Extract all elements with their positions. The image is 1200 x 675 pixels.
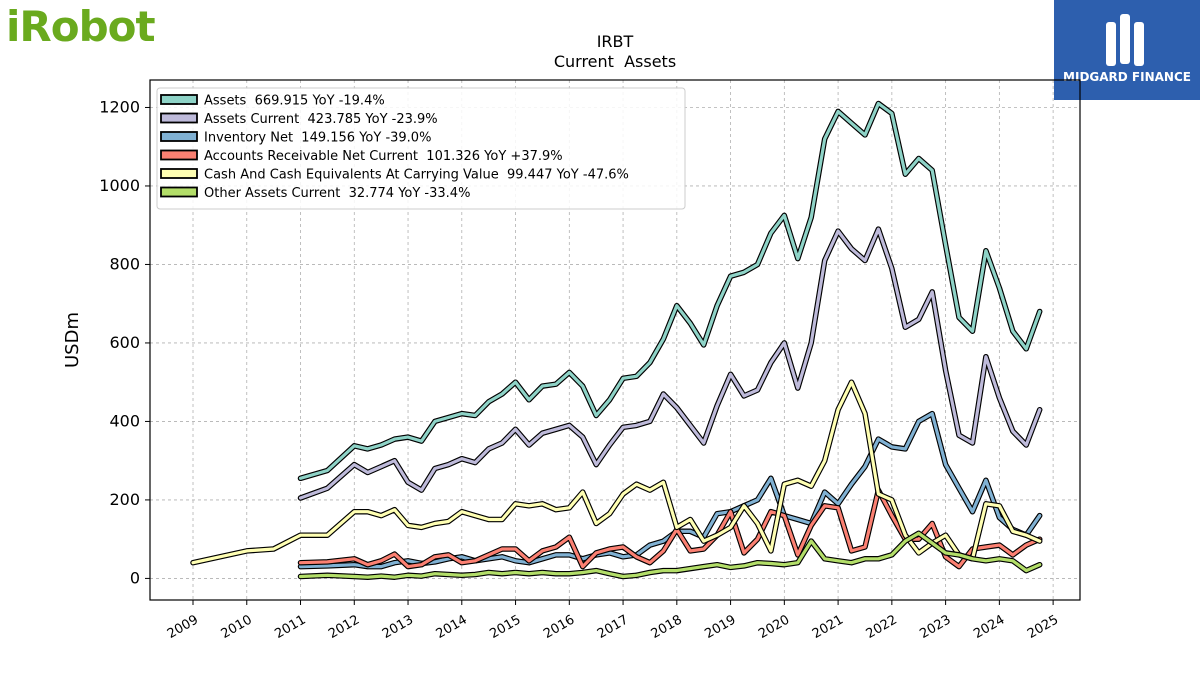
legend-label: Assets Current 423.785 YoY -23.9% bbox=[204, 112, 438, 127]
x-tick-label: 2011 bbox=[272, 612, 308, 642]
legend-label: Assets 669.915 YoY -19.4% bbox=[204, 94, 385, 109]
midgard-finance-label: MIDGARD FINANCE bbox=[1063, 70, 1191, 84]
legend-label: Accounts Receivable Net Current 101.326 … bbox=[204, 149, 563, 164]
series-outline-1 bbox=[297, 226, 1043, 501]
x-tick-label: 2021 bbox=[810, 612, 846, 642]
x-tick-label: 2016 bbox=[541, 612, 577, 642]
x-tick-label: 2018 bbox=[649, 612, 685, 642]
x-tick-label: 2013 bbox=[380, 612, 416, 642]
company-logo-text: iRobot bbox=[6, 2, 156, 51]
legend-label: Cash And Cash Equivalents At Carrying Va… bbox=[204, 168, 629, 183]
legend-label: Inventory Net 149.156 YoY -39.0% bbox=[204, 131, 431, 146]
series-lines bbox=[190, 100, 1043, 580]
legend-label: Other Assets Current 32.774 YoY -33.4% bbox=[204, 186, 470, 201]
series-line-4 bbox=[191, 380, 1042, 565]
chart-title: IRBT bbox=[596, 32, 634, 51]
midgard-finance-logo: MIDGARD FINANCE bbox=[1054, 0, 1200, 100]
legend-swatch bbox=[160, 186, 198, 198]
y-tick-label: 200 bbox=[109, 490, 140, 509]
legend: Assets 669.915 YoY -19.4% Assets Current … bbox=[156, 87, 686, 210]
legend-swatch bbox=[160, 112, 198, 124]
x-tick-label: 2010 bbox=[219, 612, 255, 642]
chart-title-block: IRBT Current Assets bbox=[0, 32, 1200, 72]
chart-subtitle: Current Assets bbox=[553, 52, 677, 71]
series-line-1 bbox=[298, 227, 1042, 500]
x-tick-label: 2014 bbox=[434, 612, 470, 642]
x-tick-label: 2024 bbox=[971, 612, 1007, 642]
company-logo: iRobot bbox=[6, 2, 156, 51]
x-tick-label: 2015 bbox=[487, 612, 523, 642]
x-tick-label: 2012 bbox=[326, 612, 362, 642]
legend-swatch bbox=[160, 131, 198, 142]
x-tick-label: 2022 bbox=[864, 612, 900, 642]
legend-box bbox=[156, 87, 686, 210]
y-axis-label: USDm bbox=[62, 312, 83, 368]
series-line-2 bbox=[298, 412, 1042, 569]
x-tick-label: 2009 bbox=[165, 612, 201, 642]
legend-swatch bbox=[160, 149, 198, 161]
y-tick-label: 800 bbox=[109, 254, 140, 273]
x-tick-label: 2023 bbox=[917, 612, 953, 642]
plot-frame bbox=[149, 79, 1081, 601]
series-line-5 bbox=[298, 531, 1042, 579]
x-tick-label: 2025 bbox=[1025, 612, 1061, 642]
y-tick-label: 1000 bbox=[99, 176, 140, 195]
series-line-0 bbox=[298, 101, 1042, 480]
legend-swatch bbox=[160, 168, 198, 179]
y-tick-label: 1200 bbox=[99, 97, 140, 116]
x-tick-label: 2019 bbox=[702, 612, 738, 642]
y-tick-label: 400 bbox=[109, 411, 140, 430]
y-tick-label: 0 bbox=[130, 568, 140, 587]
x-tick-label: 2020 bbox=[756, 612, 792, 642]
x-tick-label: 2017 bbox=[595, 612, 631, 642]
y-tick-label: 600 bbox=[109, 333, 140, 352]
midgard-emblem-icon bbox=[1106, 14, 1144, 66]
legend-swatch bbox=[160, 94, 198, 105]
